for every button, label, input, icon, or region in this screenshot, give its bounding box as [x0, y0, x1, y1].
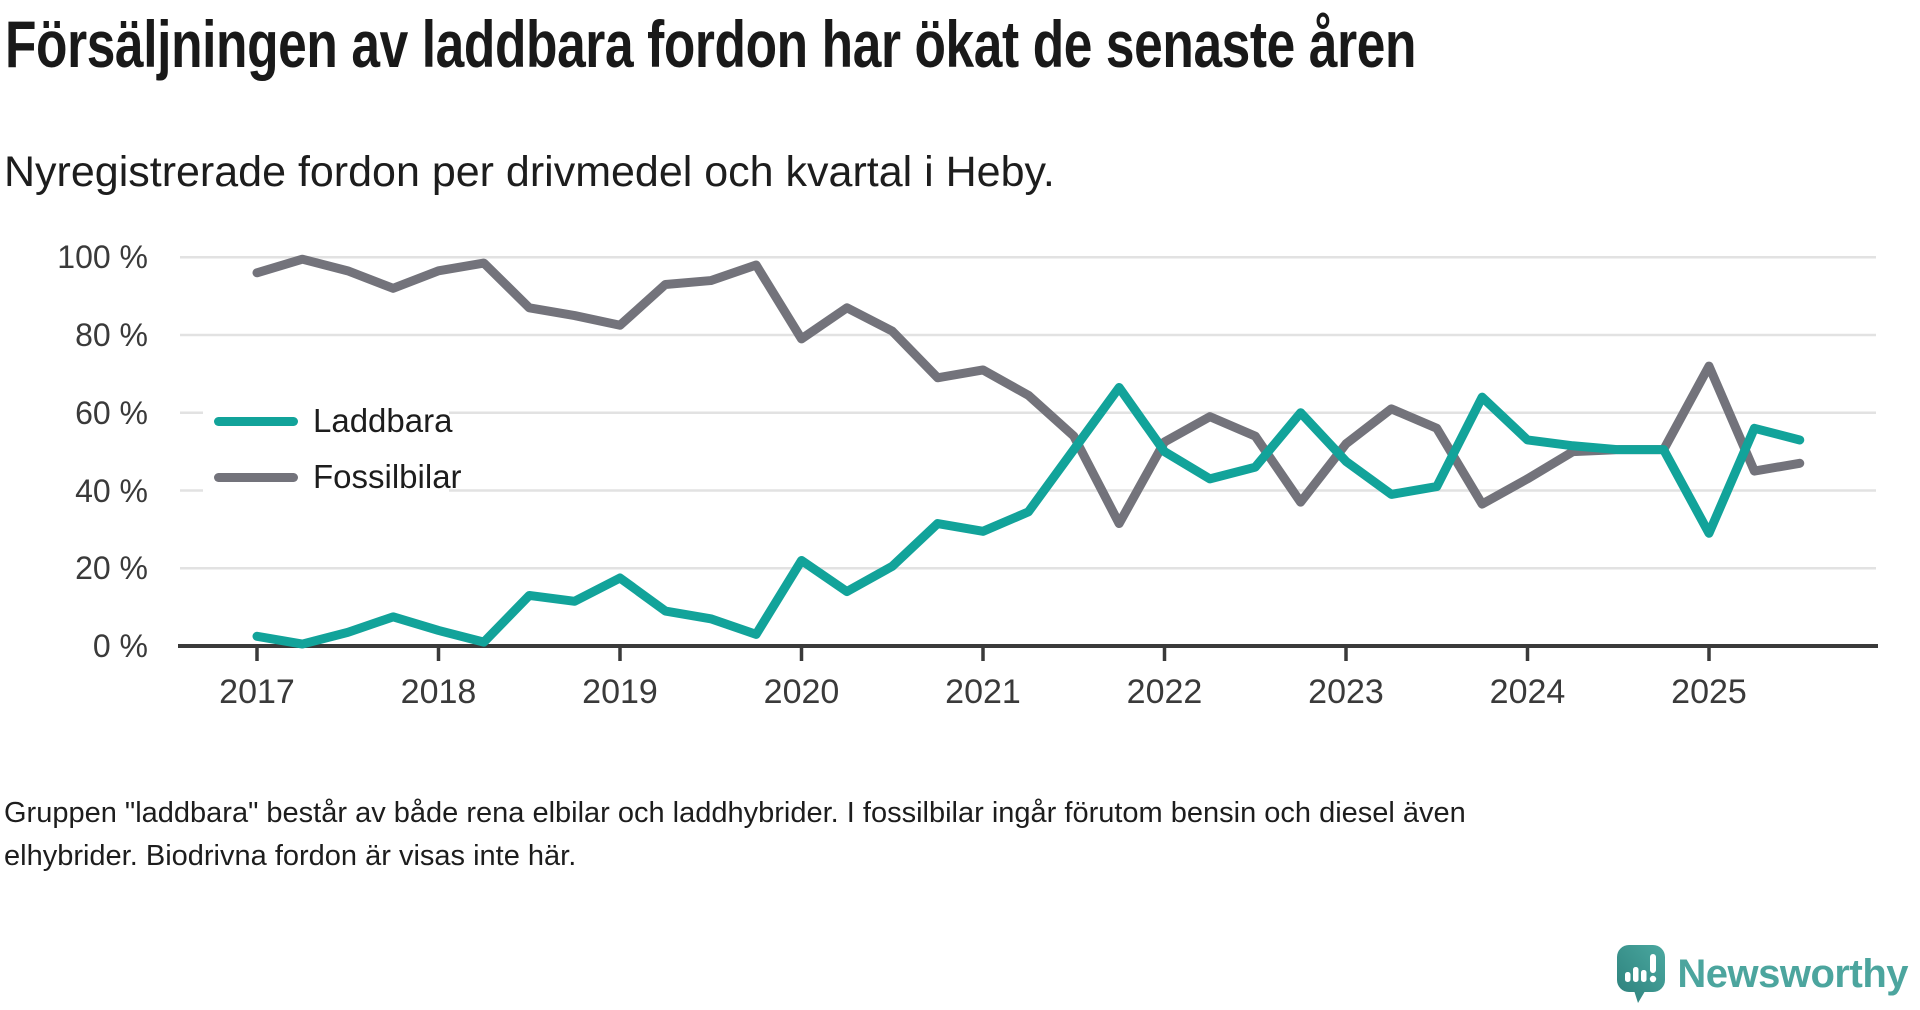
y-tick-label: 100 %	[57, 239, 148, 276]
x-tick-label: 2020	[763, 673, 840, 711]
page-subtitle: Nyregistrerade fordon per drivmedel och …	[4, 148, 1055, 196]
footnote-line: Gruppen "laddbara" består av både rena e…	[4, 797, 1466, 829]
legend-label: Fossilbilar	[313, 458, 462, 495]
series-line-laddbara	[252, 382, 1805, 649]
x-tick-label: 2021	[945, 673, 1021, 711]
x-tick-label: 2017	[219, 673, 295, 711]
footnote-line: elhybrider. Biodrivna fordon är visas in…	[4, 840, 577, 872]
page-title: Försäljningen av laddbara fordon har öka…	[5, 7, 1417, 81]
exclamation-dot	[1650, 975, 1657, 983]
legend-swatch-fossilbilar	[214, 472, 298, 482]
legend-swatch-laddbara	[214, 416, 298, 426]
bar-icon	[1633, 967, 1639, 982]
y-tick-label: 0 %	[92, 628, 148, 664]
x-tick-label: 2024	[1489, 673, 1566, 711]
newsworthy-logo[interactable]: Newsworthy	[1616, 944, 1908, 1004]
legend-item-fossilbilar: Fossilbilar	[214, 458, 462, 496]
bar-icon	[1641, 970, 1647, 982]
newsworthy-logo-icon	[1617, 945, 1666, 1003]
y-tick-label: 60 %	[75, 394, 148, 431]
legend-label: Laddbara	[313, 402, 453, 439]
legend-item-laddbara: Laddbara	[214, 402, 453, 440]
x-tick-label: 2022	[1126, 673, 1203, 711]
x-tick-label: 2019	[582, 673, 658, 711]
chart-footnote: Gruppen "laddbara" består av både rena e…	[4, 792, 1466, 878]
exclamation-icon	[1650, 954, 1657, 973]
series-line-fossilbilar	[252, 254, 1805, 529]
y-tick-label: 80 %	[75, 317, 148, 353]
newsworthy-wordmark: Newsworthy	[1677, 951, 1908, 996]
x-tick-label: 2025	[1671, 673, 1747, 711]
y-tick-label: 20 %	[75, 550, 148, 587]
bar-icon	[1625, 972, 1631, 982]
x-tick-label: 2023	[1308, 673, 1384, 711]
y-tick-label: 40 %	[75, 472, 148, 509]
chart-legend: Laddbara Fossilbilar	[203, 393, 462, 505]
x-tick-label: 2018	[400, 673, 477, 711]
